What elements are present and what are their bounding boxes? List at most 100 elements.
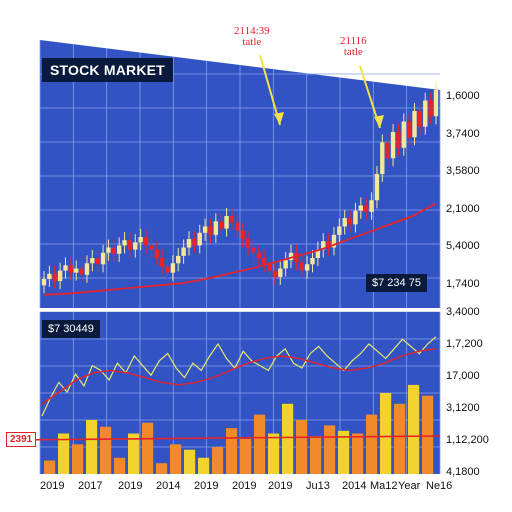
candle-body xyxy=(433,90,439,117)
candle xyxy=(337,218,342,243)
candle xyxy=(326,233,331,256)
candle xyxy=(358,197,364,219)
candle xyxy=(385,134,390,167)
candle xyxy=(288,244,294,269)
volume-bar xyxy=(128,433,140,474)
candle xyxy=(423,92,428,135)
signal-line xyxy=(41,348,437,405)
candle-body xyxy=(122,240,127,246)
volume-bar xyxy=(44,460,56,474)
candle-body xyxy=(288,252,294,261)
candle xyxy=(192,231,197,254)
candle-body xyxy=(245,239,251,248)
candle-body xyxy=(261,258,267,265)
candle-body xyxy=(133,242,138,250)
x-tick-label: 2019 xyxy=(118,480,143,492)
candle xyxy=(149,237,154,258)
candle-body xyxy=(417,111,423,127)
candle-body xyxy=(272,270,278,277)
x-tick-label: Year xyxy=(398,480,421,492)
candle xyxy=(170,255,176,281)
candle xyxy=(208,218,213,243)
candle xyxy=(428,92,433,125)
candle-body xyxy=(256,252,261,258)
candle xyxy=(396,124,401,156)
support-line xyxy=(11,435,441,441)
candle xyxy=(374,166,380,209)
candle-body xyxy=(423,100,428,127)
candle xyxy=(181,239,186,264)
x-tick-label: 2019 xyxy=(194,480,219,492)
candle xyxy=(79,260,84,283)
candles xyxy=(41,82,439,294)
y-tick-label: 17,000 xyxy=(446,370,480,382)
candle-body xyxy=(84,263,90,275)
candle-body xyxy=(90,258,95,264)
candle xyxy=(261,250,267,273)
x-tick-label: 2019 xyxy=(232,480,257,492)
candle-body xyxy=(138,237,143,243)
volume-bar xyxy=(72,444,84,474)
candle xyxy=(74,260,79,281)
left-price-tag: 2391 xyxy=(6,432,37,447)
candle xyxy=(251,239,256,261)
candle xyxy=(433,82,439,125)
candle xyxy=(197,224,202,254)
candle-body xyxy=(299,262,304,271)
x-tick-label: 2019 xyxy=(40,480,65,492)
candle-body xyxy=(337,226,342,235)
candle-body xyxy=(170,263,176,273)
volume-bar xyxy=(58,433,70,474)
x-tick-label: 2017 xyxy=(78,480,103,492)
x-tick-label: Ju13 xyxy=(306,480,330,492)
volume-bar xyxy=(212,447,224,474)
candle-body xyxy=(192,239,197,246)
y-tick-label: 1,7,200 xyxy=(446,338,483,350)
candle-body xyxy=(111,247,117,254)
candle-body xyxy=(202,226,208,233)
candle-body xyxy=(100,252,106,265)
candle-body xyxy=(159,258,165,267)
moving-average-line xyxy=(43,202,437,296)
candle xyxy=(68,257,74,281)
candle xyxy=(412,103,417,146)
candle xyxy=(165,258,170,281)
y-tick-label: 1,6000 xyxy=(446,90,480,102)
candle-body xyxy=(267,264,272,271)
volume-bar xyxy=(170,444,182,474)
candle xyxy=(84,255,90,283)
volume-bar xyxy=(296,420,308,474)
candle-body xyxy=(412,111,417,138)
annotation-left: 2114:39 tatle xyxy=(234,25,270,48)
y-tick-label: 2,1000 xyxy=(446,202,480,215)
candle-body xyxy=(304,264,310,271)
candle xyxy=(143,229,149,254)
candle-body xyxy=(127,240,133,250)
candle-body xyxy=(347,218,353,225)
candle-body xyxy=(369,200,374,212)
candle xyxy=(41,271,47,294)
candle xyxy=(272,262,278,285)
volume-bar xyxy=(226,428,238,474)
x-tick-label: 2019 xyxy=(268,480,293,492)
y-tick-label: 1,12,200 xyxy=(446,434,489,446)
annotation-arrow-left xyxy=(259,54,281,126)
candle xyxy=(363,197,369,220)
volume-bar xyxy=(142,422,154,474)
candle-body xyxy=(331,234,337,248)
volume-bar xyxy=(352,433,364,474)
volume-bar xyxy=(324,425,336,474)
candle-body xyxy=(176,255,181,264)
price-panel xyxy=(39,40,441,313)
candle-body xyxy=(310,258,315,265)
volume-bar xyxy=(184,449,196,474)
y-tick-label: 5,4000 xyxy=(446,240,480,252)
candle-body xyxy=(213,221,219,235)
candle xyxy=(299,254,304,279)
oscillator-line xyxy=(41,336,437,417)
candle-body xyxy=(326,241,331,248)
candle-body xyxy=(47,273,52,279)
y-tick-label: 3,1200 xyxy=(446,402,480,414)
candle-body xyxy=(396,132,401,148)
candle-body xyxy=(353,210,358,225)
